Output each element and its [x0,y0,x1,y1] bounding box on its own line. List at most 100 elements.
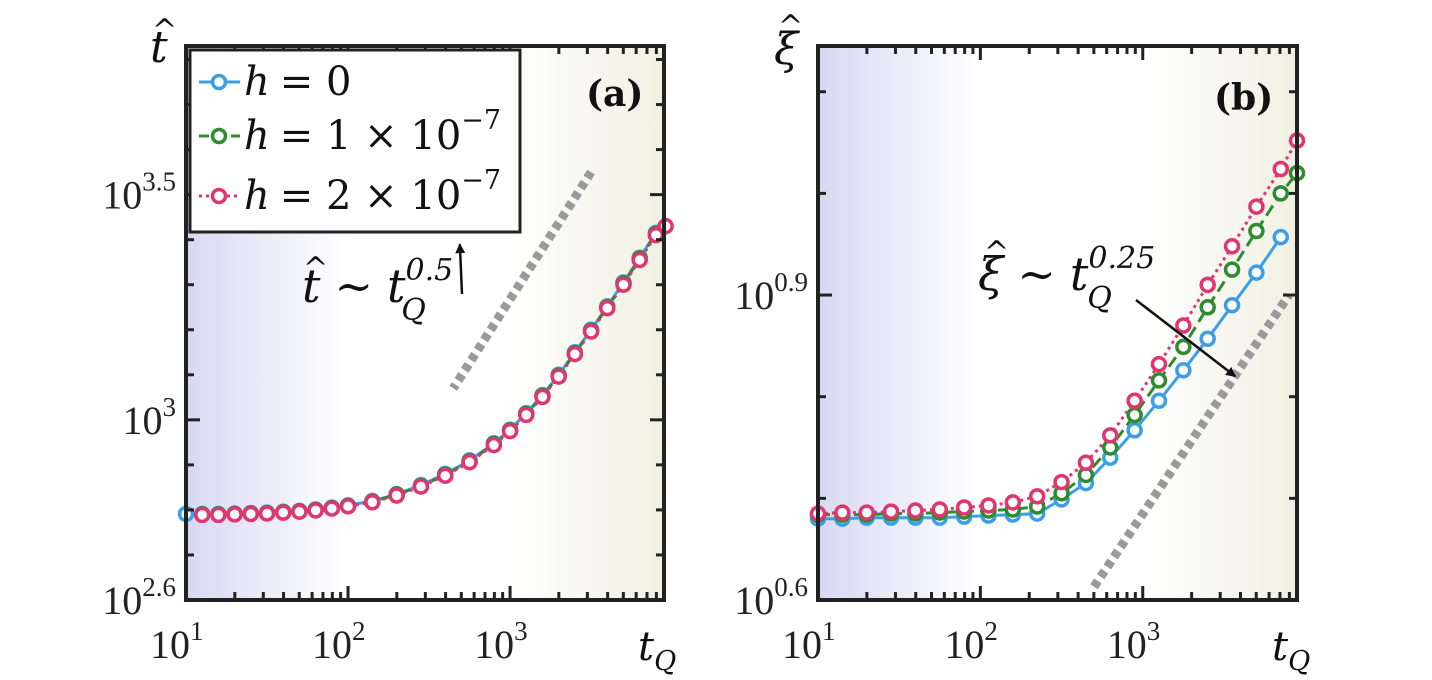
panel-a-point-h2 [412,478,430,495]
panel-b-point-h1 [1272,185,1290,202]
legend-label-h0: h = 0 [244,59,351,105]
panel-a-point-h2 [518,406,535,424]
panel-a-guide-line [449,169,595,391]
panel-b-point-h2 [980,497,997,514]
panel-b-point-h2 [1102,427,1119,444]
legend-entry-h2: h = 2 × 10−7 [199,165,501,219]
panel-b-point-h2 [1004,494,1022,511]
panel-b: 101 102 103 100.6 100.9 ξ ^ tQ (b) ξ ∼ t0.25 Q … [734,9,1310,677]
panel-a-point-h2 [388,487,405,504]
panel-a-xtick-label: 103 [474,616,528,667]
legend-label-h1: h = 1 × 10−7 [244,105,501,159]
panel-a-ytick-label: 103.5 [102,167,176,218]
legend-marker-h1 [210,127,228,145]
panel-a-point-h2 [566,345,584,363]
panel-b-point-h2 [1126,392,1143,410]
panel-b-point-h0 [1150,392,1168,410]
panel-b-point-h2 [882,503,900,520]
panel-a-point-h2 [615,276,632,293]
panel-b-point-h2 [907,502,924,519]
panel-b-point-h2 [1175,317,1192,334]
panel-a-point-h2 [582,323,600,340]
panel-b-point-h1 [1175,338,1192,356]
panel-a-point-h2 [599,299,616,317]
panel-a-ytick-label: 103 [123,392,177,443]
panel-b-annotation-hat: ^ [984,235,1009,270]
legend-marker-h2 [210,187,228,205]
panel-b-point-h2 [1199,276,1216,294]
panel-b-annotation-text: ξ ∼ t0.25 Q [978,241,1155,316]
panel-b-point-h2 [1077,454,1095,472]
panel-a-annotation-hat: ^ [303,251,328,286]
panel-b-point-h2 [1028,488,1046,505]
panel-b-point-h2 [1272,160,1290,178]
panel-b-point-h1 [1126,406,1143,424]
legend-label-h2: h = 2 × 10−7 [244,165,501,219]
panel-a-point-h2 [339,498,357,515]
panel-a-annotation-arrow [455,243,466,295]
panel-a-annotation: t ∼ t0.5 Q ^ [302,243,466,328]
panel-b-point-h0 [1248,264,1265,281]
panel-a-point-h2 [274,504,292,521]
panel-a-xtick-label: 102 [312,616,366,667]
panel-a-guide [449,169,595,391]
panel-b-ytick-label: 100.9 [734,267,808,318]
panel-a-point-h2 [631,251,648,269]
panel-b-xtick-label: 101 [782,616,836,667]
panel-b-ticks: 101 102 103 100.6 100.9 [734,46,1297,667]
panel-b-tag: (b) [1214,77,1273,119]
legend: h = 0 h = 1 × 10−7 h = 2 × 10−7 [188,48,522,234]
panel-a-point-h2 [258,505,276,522]
panel-a-ytick-label: 102.6 [102,572,176,623]
panel-b-point-h2 [834,504,851,521]
panel-b-point-h0 [1199,330,1216,348]
panel-b-point-h2 [1223,238,1241,255]
panel-b-xlabel: tQ [1272,624,1310,677]
panel-a-point-h2 [291,503,308,520]
panel-a-point-h2 [193,506,211,524]
panel-a-annotation-text: t ∼ t0.5 Q [302,253,453,328]
panel-b-guide [1090,292,1293,590]
panel-b-guide-line [1090,292,1293,590]
panel-b-point-h1 [1248,222,1265,240]
panel-a-point-h2 [226,506,243,523]
panel-a-point-h2 [437,467,454,484]
panel-b-point-h1 [1199,298,1216,316]
panel-b-point-h2 [1053,473,1070,491]
panel-b-annotation-arrow [1135,299,1237,378]
legend-marker-h0 [210,73,228,91]
panel-a-point-h2 [364,494,381,511]
panel-b-series-h2-line [817,139,1299,516]
panel-a-point-h2 [323,500,341,517]
panel-a-tag: (a) [586,73,643,115]
panel-b-point-h2 [1248,198,1265,215]
panel-a-xlabel: tQ [638,624,676,677]
panel-a-ylabel: t [150,22,168,73]
panel-a-point-h2 [307,502,324,519]
legend-entry-h1: h = 1 × 10−7 [199,105,501,159]
panel-a-ylabel-hat: ^ [152,13,177,48]
legend-box [188,48,522,234]
panel-b-point-h0 [1223,296,1241,314]
panel-b-point-h2 [955,499,973,516]
panel-b-point-h2 [931,501,949,518]
panel-b-point-h2 [1150,355,1168,373]
panel-b-series [809,132,1306,527]
panel-b-ylabel: ξ [774,24,801,75]
panel-b-point-h0 [1272,228,1290,246]
panel-a-xtick-label: 101 [150,616,204,667]
panel-b-ylabel-hat: ^ [778,9,803,44]
panel-b-point-h2 [858,504,875,521]
panel-b-ytick-label: 100.6 [734,572,808,623]
panel-a-point-h2 [501,422,519,440]
panel-b-point-h0 [1126,421,1143,439]
panel-b-xtick-label: 102 [944,616,998,667]
panel-a: 101 102 103 102.6 103 103.5 t ^ tQ (a) t ∼ t0.5… [102,13,676,677]
panel-a-point-h2 [550,368,567,385]
legend-entry-h0: h = 0 [199,59,351,105]
panel-b-point-h0 [1175,362,1192,379]
panel-a-point-h2 [534,388,551,406]
panel-a-point-h2 [461,453,478,471]
panel-b-point-h1 [1150,372,1168,389]
